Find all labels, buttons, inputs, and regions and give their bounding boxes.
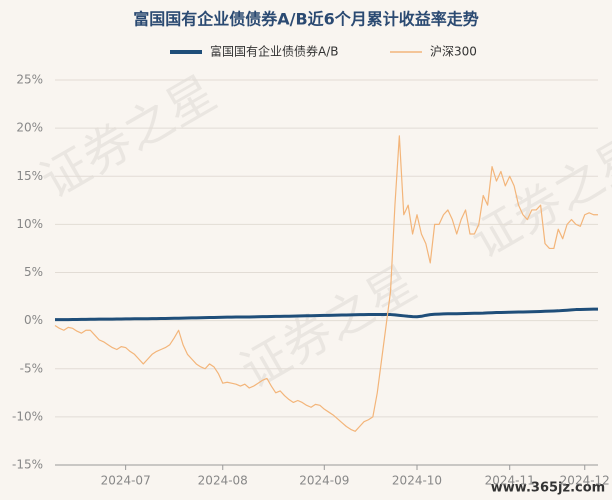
y-tick-label: 5% [24, 265, 43, 279]
y-tick-label: 25% [16, 73, 43, 87]
x-tick-label: 2024-11 [485, 474, 535, 488]
x-tick-label: 2024-12 [560, 474, 610, 488]
y-tick-label: -10% [12, 409, 43, 423]
x-tick-label: 2024-09 [299, 474, 349, 488]
chart-title: 富国国有企业债债券A/B近6个月累计收益率走势 [133, 10, 479, 29]
x-tick-label: 2024-07 [101, 474, 151, 488]
y-tick-label: -5% [20, 361, 43, 375]
series-line [54, 135, 598, 432]
y-tick-label: 10% [16, 217, 43, 231]
x-tick-label: 2024-10 [392, 474, 442, 488]
y-tick-label: 20% [16, 121, 43, 135]
x-tick-label: 2024-08 [198, 474, 248, 488]
y-tick-label: -15% [12, 458, 43, 472]
series-line [55, 307, 599, 322]
watermark: www.365jz.com [491, 481, 605, 496]
y-tick-label: 15% [16, 169, 43, 183]
legend-label: 沪深300 [430, 45, 477, 59]
y-tick-label: 0% [24, 313, 43, 327]
legend-label: 富国国有企业债债券A/B [210, 44, 339, 59]
